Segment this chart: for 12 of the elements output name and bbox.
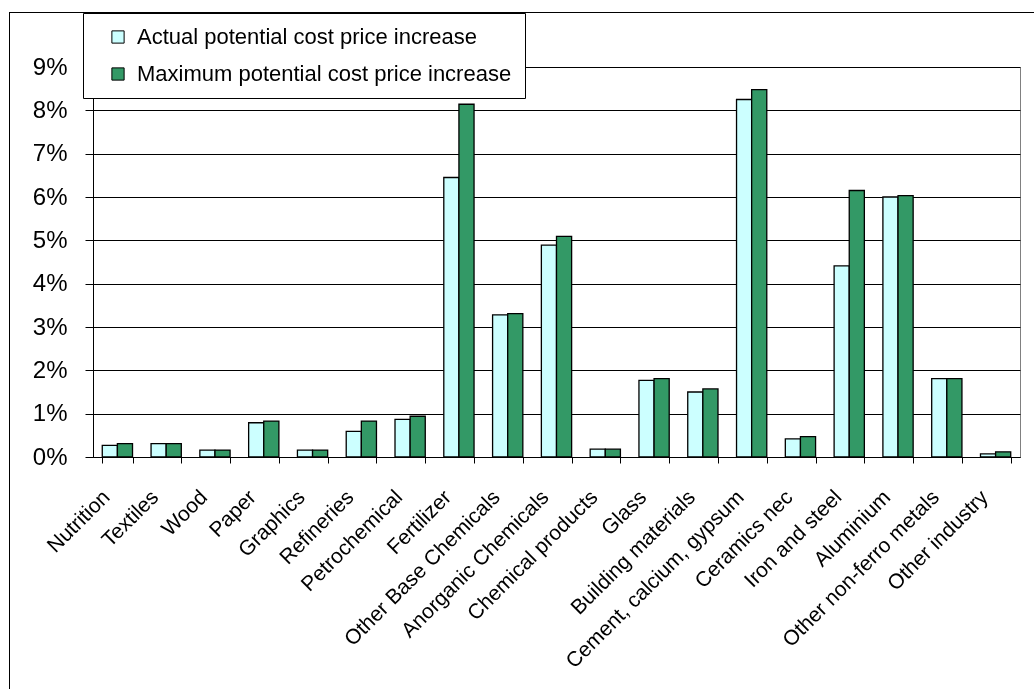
- y-tick-label: 2%: [32, 355, 68, 383]
- y-tick-label: 8%: [32, 95, 68, 123]
- y-tick-label: 0%: [32, 442, 68, 470]
- legend-label: Actual potential cost price increase: [137, 24, 477, 49]
- y-tick-label: 5%: [32, 225, 68, 253]
- y-tick-label: 7%: [32, 139, 68, 167]
- y-tick-label: 6%: [32, 182, 68, 210]
- y-tick-label: 4%: [32, 269, 68, 297]
- legend-label: Maximum potential cost price increase: [137, 61, 512, 86]
- y-tick-label: 3%: [32, 312, 68, 340]
- y-tick-label: 1%: [32, 399, 68, 427]
- y-tick-label: 9%: [32, 52, 68, 80]
